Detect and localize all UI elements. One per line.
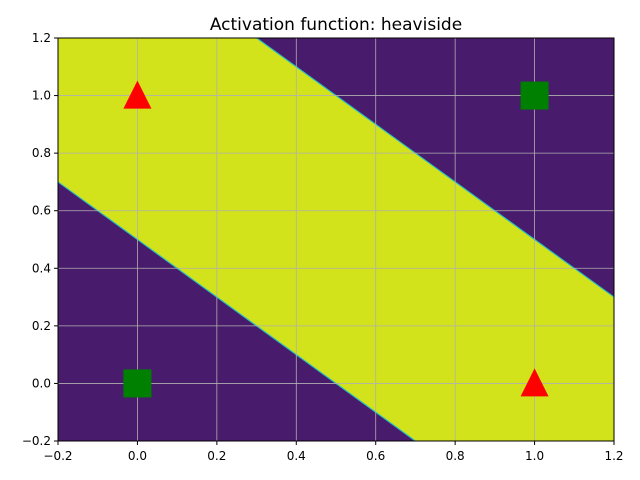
- region-band: [58, 38, 614, 441]
- x-tick-label: 0.2: [207, 449, 226, 463]
- y-tick-label: 1.0: [32, 89, 51, 103]
- x-tick-label: 0.6: [366, 449, 385, 463]
- axes-frame: [57, 37, 615, 442]
- x-tick-label: 0.4: [287, 449, 306, 463]
- y-tick-label: 0.2: [32, 319, 51, 333]
- chart-title: Activation function: heaviside: [210, 15, 462, 35]
- data-point-triangle: [123, 80, 152, 109]
- y-tick-label: 0.4: [32, 261, 51, 275]
- x-tick-label: 0.8: [446, 449, 465, 463]
- data-point-square: [520, 81, 549, 110]
- x-tick-label: −0.2: [43, 449, 72, 463]
- data-point-triangle: [520, 368, 549, 397]
- y-tick-label: 0.6: [32, 204, 51, 218]
- x-tick-label: 1.2: [604, 449, 623, 463]
- plot-area: −0.2 0.0 0.2 0.4 0.6 0.8 1.0 1.2 −0.2 0.0 0.2 0.4 0.…: [22, 31, 624, 463]
- data-point-square: [123, 369, 152, 398]
- y-tick-label: 1.2: [32, 31, 51, 45]
- y-tick-label: 0.0: [32, 376, 51, 390]
- x-tick-label: 0.0: [128, 449, 147, 463]
- y-tick-label: 0.8: [32, 146, 51, 160]
- y-tick-label: −0.2: [22, 434, 51, 448]
- x-tick-label: 1.0: [525, 449, 544, 463]
